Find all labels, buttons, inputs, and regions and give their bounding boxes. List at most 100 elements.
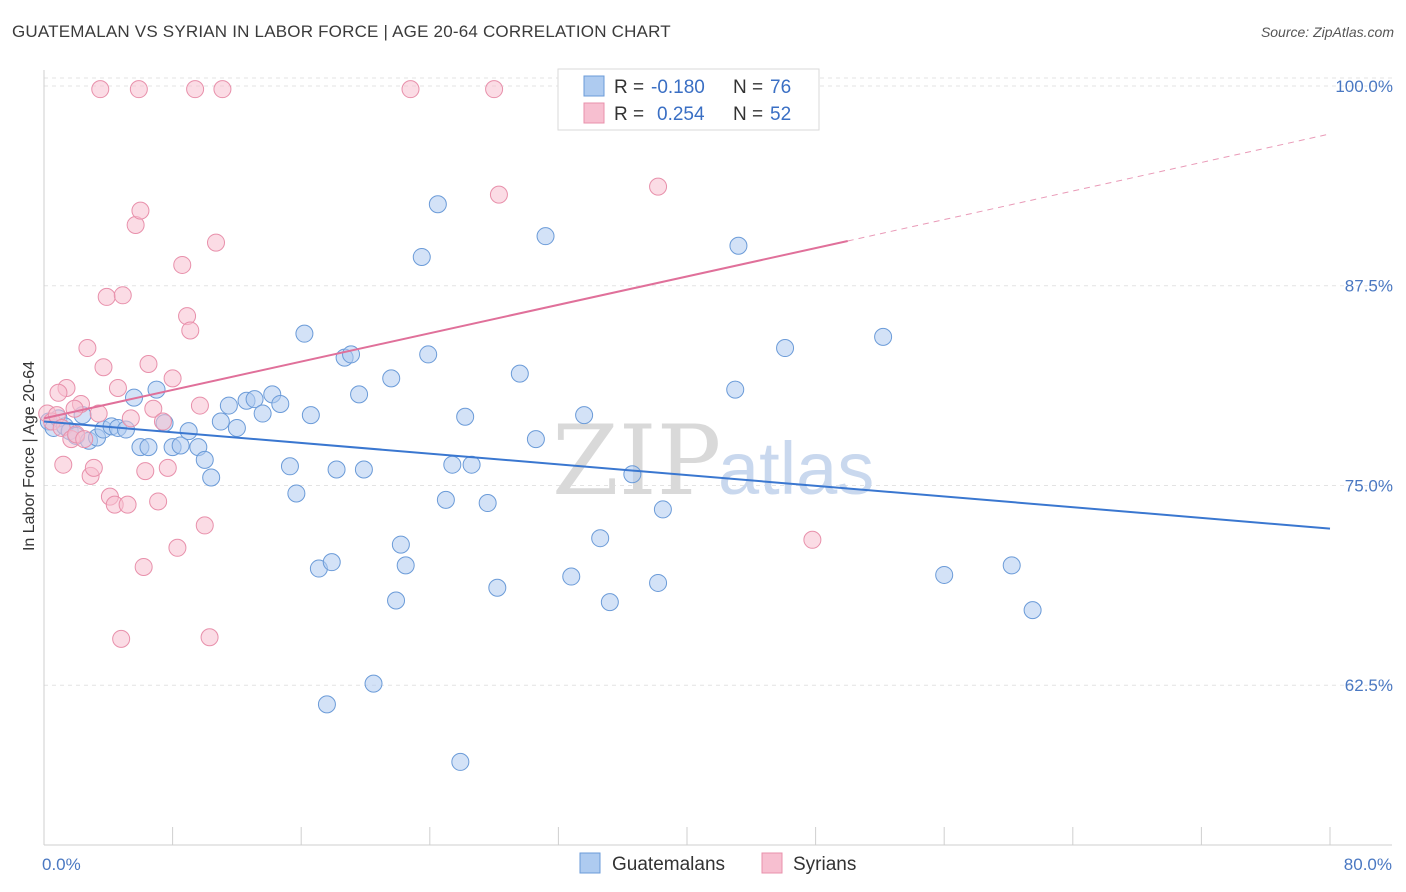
guatemalan-point-61 [536, 227, 555, 246]
guatemalan-point-22 [195, 450, 214, 469]
syrian-point-48 [75, 430, 94, 449]
guatemalan-point-53 [443, 455, 462, 474]
syrian-point-27 [158, 458, 177, 477]
trend-line-syrians-extension [847, 133, 1331, 242]
bottom-legend-swatch-syrians [761, 852, 783, 874]
syrian-point-11 [89, 404, 108, 423]
syrian-point-32 [181, 321, 200, 340]
axes [43, 70, 1392, 846]
guatemalan-point-38 [322, 553, 341, 572]
syrian-point-38 [213, 80, 232, 99]
trend-lines [43, 133, 1331, 530]
syrian-point-16 [108, 378, 127, 397]
legend-n-value-2: 52 [770, 104, 791, 125]
legend-n-label-1: N = [733, 77, 763, 98]
guatemalan-point-70 [729, 236, 748, 255]
y-tick-label-1: 87.5% [1345, 277, 1393, 296]
trend-line-syrians [43, 240, 848, 420]
guatemalan-point-35 [301, 406, 320, 425]
y-tick-label-3: 62.5% [1345, 676, 1393, 695]
syrian-point-22 [134, 557, 153, 576]
trend-line-guatemalans [43, 420, 1331, 530]
syrian-point-45 [803, 530, 822, 549]
bottom-legend: Guatemalans Syrians [579, 852, 856, 875]
guatemalan-point-75 [1023, 601, 1042, 620]
x-tick-label-1: 80.0% [1344, 855, 1392, 874]
guatemalan-point-45 [382, 369, 401, 388]
guatemalan-point-37 [317, 695, 336, 714]
syrian-point-24 [144, 399, 163, 418]
guatemalan-point-56 [462, 455, 481, 474]
syrian-point-13 [97, 287, 116, 306]
guatemalan-point-26 [227, 418, 246, 437]
syrian-point-30 [173, 255, 192, 274]
syrian-point-28 [163, 369, 182, 388]
syrian-point-29 [168, 538, 187, 557]
guatemalan-point-29 [253, 404, 272, 423]
guatemalan-point-25 [219, 396, 238, 415]
watermark: ZIP atlas [552, 405, 874, 517]
syrian-point-51 [65, 399, 84, 418]
legend-n-label-2: N = [733, 104, 763, 125]
series-guatemalans-points [39, 195, 1042, 771]
legend-r-label-1: R = [614, 77, 644, 98]
syrian-point-40 [91, 80, 110, 99]
guatemalan-point-64 [591, 529, 610, 548]
syrian-point-18 [118, 495, 137, 514]
syrian-point-50 [136, 462, 155, 481]
syrian-point-19 [121, 409, 140, 428]
syrian-point-46 [112, 629, 131, 648]
guatemalan-point-39 [327, 460, 346, 479]
series-syrians-points [38, 80, 822, 648]
legend-r-value-1: -0.180 [651, 77, 705, 98]
syrian-point-23 [139, 355, 158, 374]
syrian-point-12 [94, 358, 113, 377]
syrian-point-37 [207, 233, 226, 252]
guatemalan-point-55 [456, 407, 475, 426]
syrian-point-49 [49, 383, 68, 402]
guatemalan-point-60 [526, 430, 545, 449]
guatemalan-point-28 [245, 390, 264, 409]
guatemalan-point-62 [562, 567, 581, 586]
guatemalan-point-68 [653, 500, 672, 519]
syrian-point-47 [54, 455, 73, 474]
syrian-point-26 [153, 412, 172, 431]
guatemalan-point-51 [428, 195, 447, 214]
syrian-point-10 [84, 458, 103, 477]
guatemalan-point-73 [935, 565, 954, 584]
guatemalan-point-32 [280, 457, 299, 476]
guatemalan-point-65 [600, 593, 619, 612]
bottom-legend-label-guatemalans: Guatemalans [612, 854, 725, 875]
guatemalan-point-20 [179, 422, 198, 441]
syrian-point-17 [113, 286, 132, 305]
syrian-point-35 [195, 516, 214, 535]
syrian-point-8 [78, 339, 97, 358]
guatemalan-point-54 [451, 752, 470, 771]
guatemalan-point-58 [488, 578, 507, 597]
y-axis-title: In Labor Force | Age 20-64 [21, 361, 38, 551]
guatemalan-point-52 [436, 490, 455, 509]
guatemalan-point-31 [271, 394, 290, 413]
guatemalan-point-47 [391, 535, 410, 554]
syrian-point-44 [649, 177, 668, 196]
guatemalan-point-59 [510, 364, 529, 383]
guatemalan-point-15 [139, 438, 158, 457]
bottom-legend-label-syrians: Syrians [793, 854, 856, 875]
guatemalan-point-69 [726, 380, 745, 399]
y-tick-label-0: 100.0% [1335, 77, 1393, 96]
watermark-atlas: atlas [718, 427, 874, 510]
guatemalan-point-44 [364, 674, 383, 693]
syrian-point-25 [149, 492, 168, 511]
guatemalan-point-43 [354, 460, 373, 479]
guatemalan-point-46 [387, 591, 406, 610]
legend-r-label-2: R = [614, 104, 644, 125]
syrian-point-36 [200, 628, 219, 647]
syrian-point-39 [129, 80, 148, 99]
legend-n-value-1: 76 [770, 77, 791, 98]
grid-lines [44, 77, 1392, 686]
x-tick-label-0: 0.0% [42, 855, 81, 874]
bottom-legend-swatch-guatemalans [579, 852, 601, 874]
chart-source: Source: ZipAtlas.com [1260, 24, 1394, 40]
tick-labels: 100.0% 87.5% 75.0% 62.5% 0.0% 80.0% [42, 77, 1393, 874]
